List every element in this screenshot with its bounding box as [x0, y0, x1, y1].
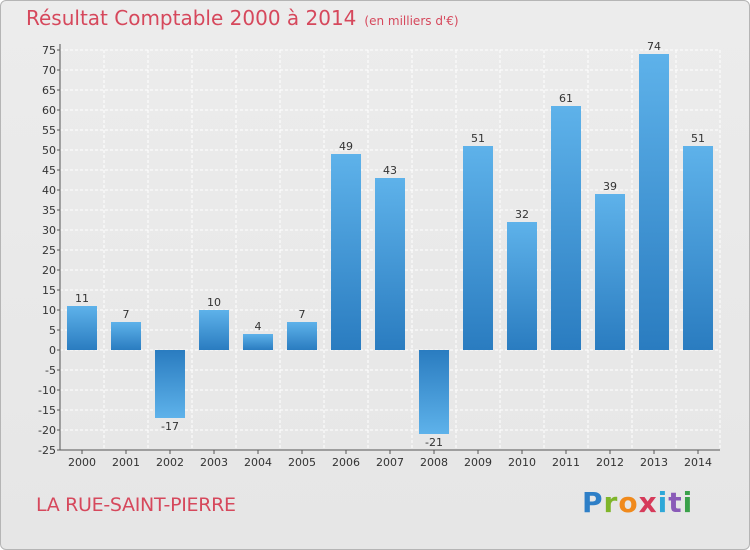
data-label-2007: 43 [383, 164, 397, 177]
bar-2010 [507, 222, 537, 350]
y-tick-label: 50 [42, 144, 56, 157]
bar-2014 [683, 146, 713, 350]
axes: -25 -20 -15 -10 -5 0 5 10 15 20 25 30 35 40 45 50 55 60 65… [38, 44, 720, 469]
y-tick-label: -10 [38, 384, 56, 397]
bar-2001 [111, 322, 141, 350]
y-tick-label: 60 [42, 104, 56, 117]
y-tick-label: 75 [42, 44, 56, 57]
bar-2009 [463, 146, 493, 350]
logo-letter: o [618, 486, 639, 519]
bar-2011 [551, 106, 581, 350]
data-label-2013: 74 [647, 40, 661, 53]
x-tick-label: 2012 [596, 456, 624, 469]
data-label-2012: 39 [603, 180, 617, 193]
y-tick-label: 5 [49, 324, 56, 337]
y-tick-label: 45 [42, 164, 56, 177]
bar-2012 [595, 194, 625, 350]
chart-title-text: Résultat Comptable 2000 à 2014 [26, 6, 357, 30]
x-tick-label: 2001 [112, 456, 140, 469]
proxiti-logo: Proxiti [582, 486, 693, 519]
bar-2007 [375, 178, 405, 350]
logo-letter: i [657, 486, 669, 519]
x-tick-label: 2003 [200, 456, 228, 469]
location-name: LA RUE-SAINT-PIERRE [36, 494, 236, 516]
data-label-2005: 7 [299, 308, 306, 321]
y-tick-label: 15 [42, 284, 56, 297]
y-tick-label: 10 [42, 304, 56, 317]
x-tick-label: 2006 [332, 456, 360, 469]
x-tick-label: 2007 [376, 456, 404, 469]
data-label-2001: 7 [123, 308, 130, 321]
chart-title: Résultat Comptable 2000 à 2014 (en millie… [26, 6, 459, 30]
data-label-2011: 61 [559, 92, 573, 105]
bar-2008 [419, 350, 449, 434]
y-tick-label: 55 [42, 124, 56, 137]
y-tick-label: -20 [38, 424, 56, 437]
y-tick-label: 40 [42, 184, 56, 197]
data-label-2006: 49 [339, 140, 353, 153]
x-tick-label: 2010 [508, 456, 536, 469]
data-label-2000: 11 [75, 292, 89, 305]
y-tick-label: 25 [42, 244, 56, 257]
bars [67, 54, 713, 434]
x-tick-label: 2002 [156, 456, 184, 469]
y-tick-label: 0 [49, 344, 56, 357]
logo-letter: i [682, 486, 694, 519]
chart-subtitle: (en milliers d'€) [364, 14, 459, 28]
data-labels: 11 7 -17 10 4 7 49 43 -21 51 32 61 39 74 51 [75, 40, 705, 449]
data-label-2014: 51 [691, 132, 705, 145]
data-label-2009: 51 [471, 132, 485, 145]
data-label-2004: 4 [255, 320, 262, 333]
bar-2004 [243, 334, 273, 350]
y-tick-label: 30 [42, 224, 56, 237]
bar-2003 [199, 310, 229, 350]
bar-2013 [639, 54, 669, 350]
data-label-2008: -21 [425, 436, 443, 449]
data-label-2002: -17 [161, 420, 179, 433]
bar-2002 [155, 350, 185, 418]
y-tick-label: 20 [42, 264, 56, 277]
y-tick-label: -5 [45, 364, 56, 377]
x-tick-label: 2009 [464, 456, 492, 469]
y-tick-label: 65 [42, 84, 56, 97]
data-label-2010: 32 [515, 208, 529, 221]
x-tick-label: 2013 [640, 456, 668, 469]
y-tick-label: 70 [42, 64, 56, 77]
x-tick-label: 2008 [420, 456, 448, 469]
bar-2006 [331, 154, 361, 350]
x-tick-label: 2000 [68, 456, 96, 469]
logo-letter: r [603, 486, 619, 519]
y-tick-label: -25 [38, 444, 56, 457]
data-label-2003: 10 [207, 296, 221, 309]
y-tick-label: 35 [42, 204, 56, 217]
y-tick-label: -15 [38, 404, 56, 417]
bar-2005 [287, 322, 317, 350]
x-tick-label: 2004 [244, 456, 272, 469]
bar-2000 [67, 306, 97, 350]
logo-letter: P [582, 486, 604, 519]
x-tick-label: 2005 [288, 456, 316, 469]
x-tick-label: 2011 [552, 456, 580, 469]
x-tick-label: 2014 [684, 456, 712, 469]
logo-letter: t [668, 486, 683, 519]
logo-letter: x [638, 486, 658, 519]
